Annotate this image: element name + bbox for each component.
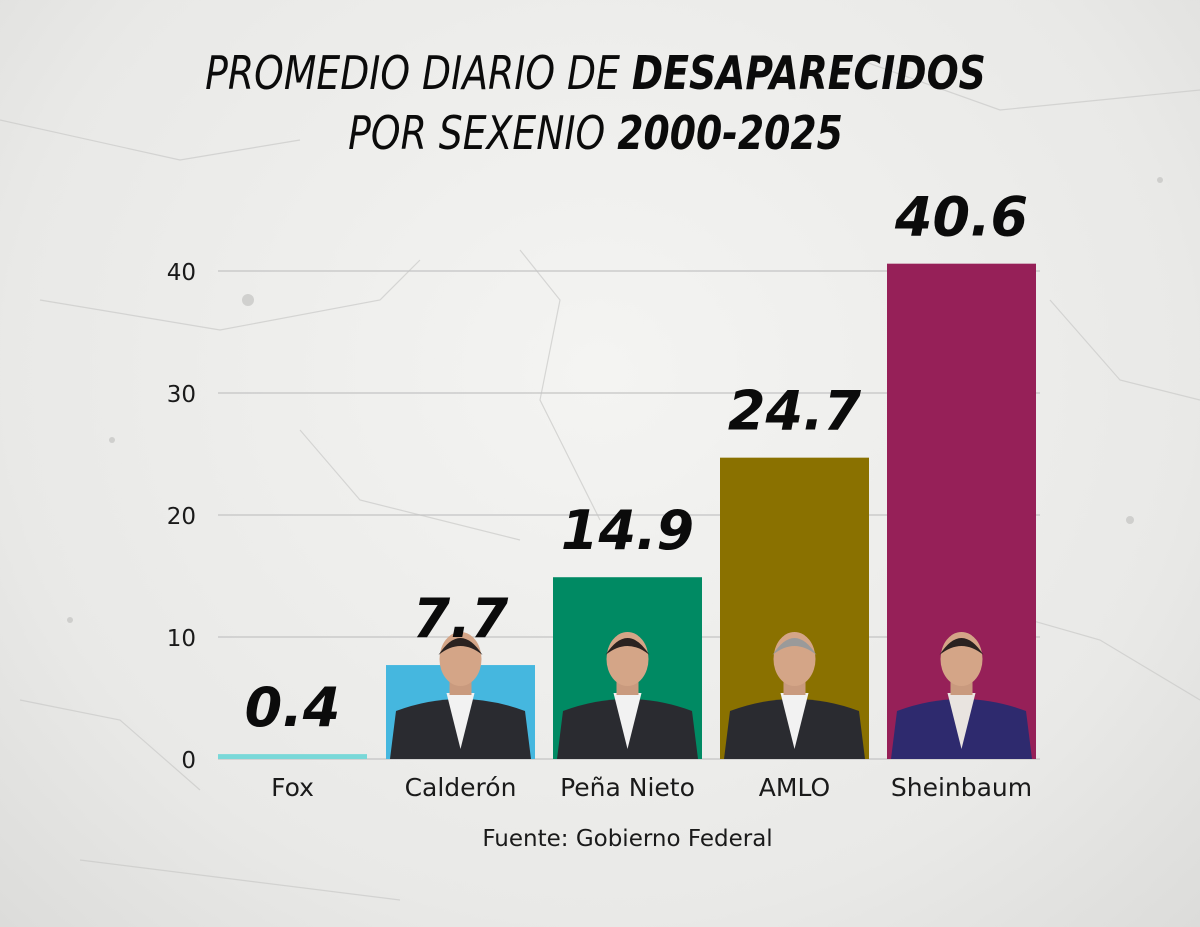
bar-fox bbox=[218, 754, 367, 759]
title-line1-bold: DESAPARECIDOS bbox=[631, 46, 986, 100]
category-label-3: AMLO bbox=[759, 773, 830, 802]
value-label-2: 14.9 bbox=[561, 499, 694, 562]
category-label-2: Peña Nieto bbox=[560, 773, 695, 802]
portrait-figure-icon bbox=[891, 632, 1032, 759]
value-label-4: 40.6 bbox=[894, 186, 1028, 249]
portrait-figure-icon bbox=[390, 632, 531, 759]
y-tick-label-10: 10 bbox=[167, 626, 196, 652]
category-label-1: Calderón bbox=[405, 773, 517, 802]
y-tick-label-40: 40 bbox=[167, 260, 196, 286]
title-line2-bold: 2000-2025 bbox=[617, 106, 843, 160]
title-line2-light: POR SEXENIO bbox=[348, 106, 606, 160]
y-tick-label-30: 30 bbox=[167, 382, 196, 408]
chart-title-line2: POR SEXENIO 2000-2025 bbox=[104, 106, 1088, 160]
portrait-figure-icon bbox=[557, 632, 698, 759]
portrait-figure-icon bbox=[724, 632, 865, 759]
value-label-0: 0.4 bbox=[245, 676, 341, 739]
y-tick-label-20: 20 bbox=[167, 504, 196, 530]
category-label-4: Sheinbaum bbox=[891, 773, 1032, 802]
chart-title-line1: PROMEDIO DIARIO DE DESAPARECIDOS bbox=[104, 46, 1088, 100]
y-tick-label-0: 0 bbox=[181, 748, 196, 774]
category-label-0: Fox bbox=[271, 773, 314, 802]
chart-source: Fuente: Gobierno Federal bbox=[482, 826, 773, 852]
value-label-1: 7.7 bbox=[413, 587, 509, 650]
value-label-3: 24.7 bbox=[728, 380, 862, 443]
title-line1-light: PROMEDIO DIARIO DE bbox=[205, 46, 620, 100]
